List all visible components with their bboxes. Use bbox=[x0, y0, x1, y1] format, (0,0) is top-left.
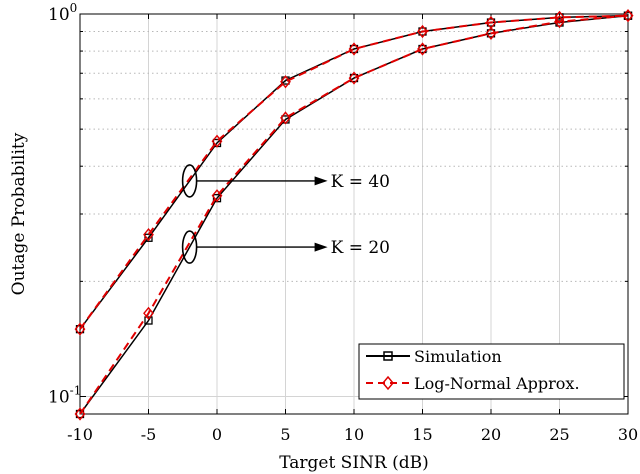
data-point-approx bbox=[74, 322, 86, 336]
series-layer bbox=[74, 9, 634, 421]
data-point-approx bbox=[143, 306, 154, 320]
x-tick-label: 0 bbox=[212, 425, 222, 444]
annotation-arrowhead bbox=[314, 176, 328, 186]
data-point-approx bbox=[211, 134, 223, 148]
y-tick-label: 100 bbox=[48, 1, 77, 25]
x-axis-label: Target SINR (dB) bbox=[279, 453, 429, 473]
data-point-simulation bbox=[418, 44, 427, 54]
data-point-simulation bbox=[75, 409, 85, 419]
annotation-label: K = 20 bbox=[331, 238, 390, 258]
annotation-layer: K = 40 K = 20 bbox=[181, 164, 390, 264]
annotation-label: K = 40 bbox=[331, 172, 390, 192]
data-point-approx bbox=[143, 228, 154, 242]
data-point-simulation bbox=[349, 73, 359, 83]
data-point-approx bbox=[554, 10, 565, 24]
data-point-approx bbox=[348, 42, 360, 56]
data-point-approx bbox=[280, 75, 291, 89]
data-point-approx bbox=[417, 42, 428, 56]
x-tick-label: 30 bbox=[618, 425, 638, 444]
data-point-simulation bbox=[144, 316, 153, 325]
data-point-simulation bbox=[349, 44, 359, 54]
y-tick-label: 10-1 bbox=[48, 383, 81, 407]
data-point-approx bbox=[622, 9, 634, 23]
legend-marker-simulation bbox=[383, 351, 393, 361]
legend: Simulation Log-Normal Approx. bbox=[358, 343, 625, 400]
data-point-simulation bbox=[75, 324, 85, 334]
data-point-approx bbox=[417, 24, 428, 39]
x-tick-label: 20 bbox=[481, 425, 501, 444]
data-point-approx bbox=[211, 189, 223, 203]
annotation-arrowhead bbox=[314, 242, 328, 252]
x-tick-label: 5 bbox=[280, 425, 290, 444]
series-line-approximation bbox=[79, 14, 629, 415]
series-line-simulation bbox=[79, 14, 629, 330]
data-point-approx bbox=[554, 15, 565, 29]
y-axis-label: Outage Probability bbox=[9, 132, 29, 295]
data-point-approx bbox=[348, 71, 360, 85]
tick-layer: -10 -5 0 5 10 15 20 25 30 10-1 100 bbox=[48, 1, 638, 444]
x-tick-label: 10 bbox=[344, 425, 364, 444]
x-tick-label: 15 bbox=[412, 425, 432, 444]
x-tick-label: -5 bbox=[141, 425, 157, 444]
legend-label-approx: Log-Normal Approx. bbox=[414, 374, 580, 393]
legend-box bbox=[358, 343, 625, 400]
legend-marker-approx bbox=[382, 375, 394, 391]
x-tick-label: 25 bbox=[549, 425, 569, 444]
data-point-approx bbox=[74, 407, 86, 421]
x-tick-label: -10 bbox=[67, 425, 93, 444]
legend-label-simulation: Simulation bbox=[414, 347, 502, 366]
data-point-approx bbox=[485, 26, 497, 40]
data-point-approx bbox=[280, 111, 291, 125]
